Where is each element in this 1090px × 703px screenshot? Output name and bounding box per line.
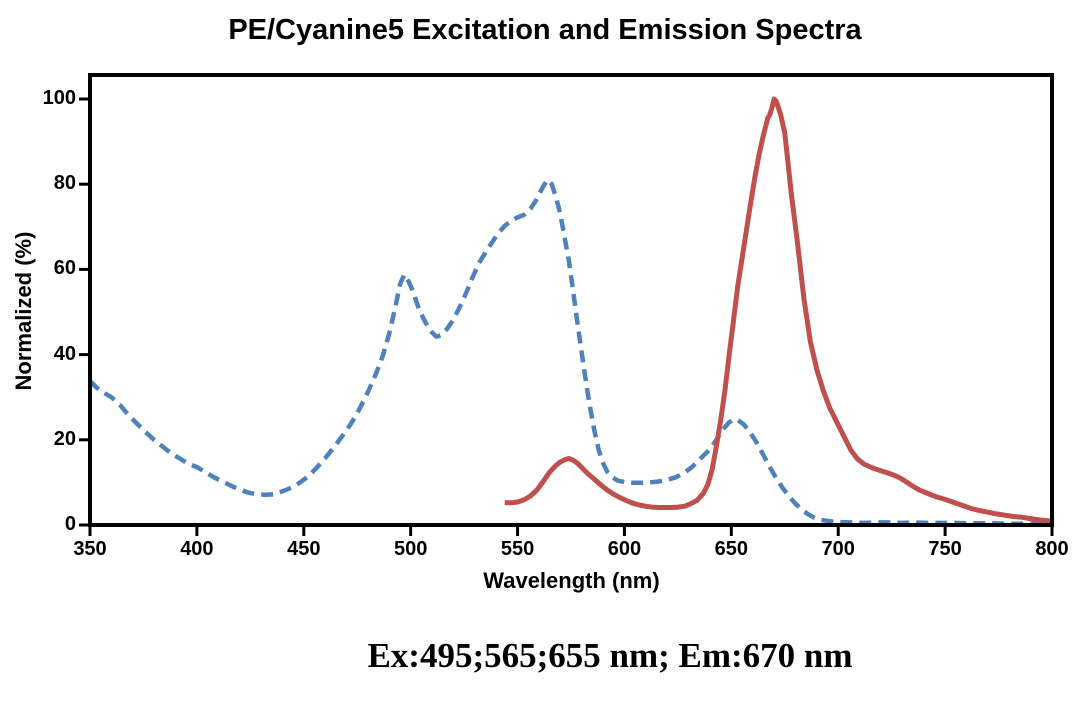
y-axis-title: Normalized (%) <box>11 231 36 391</box>
y-tick-label: 20 <box>53 427 76 450</box>
x-tick-label: 350 <box>73 538 107 560</box>
y-tick-label: 80 <box>53 172 76 195</box>
x-tick-label: 700 <box>821 538 855 560</box>
excitation-emission-caption: Ex:495;565;655 nm; Em:670 nm <box>367 636 853 675</box>
x-tick-label: 450 <box>287 538 321 560</box>
x-tick-label: 500 <box>393 538 428 560</box>
plot-border <box>88 73 1054 527</box>
x-tick-label: 800 <box>1035 538 1069 560</box>
y-tick-label: 60 <box>53 257 76 280</box>
x-tick-label: 750 <box>928 538 962 560</box>
x-axis-title: Wavelength (nm) <box>483 568 660 593</box>
chart-title: PE/Cyanine5 Excitation and Emission Spec… <box>228 14 862 46</box>
emission-curve <box>504 96 1053 524</box>
y-tick-label: 0 <box>64 513 76 535</box>
x-tick-label: 650 <box>714 538 749 560</box>
y-tick-label: 100 <box>42 87 76 109</box>
x-tick-label: 550 <box>500 538 535 560</box>
y-tick-label: 40 <box>53 342 76 365</box>
x-tick-label: 400 <box>180 538 214 560</box>
excitation-curve <box>88 177 1052 526</box>
x-tick-label: 600 <box>607 538 642 560</box>
